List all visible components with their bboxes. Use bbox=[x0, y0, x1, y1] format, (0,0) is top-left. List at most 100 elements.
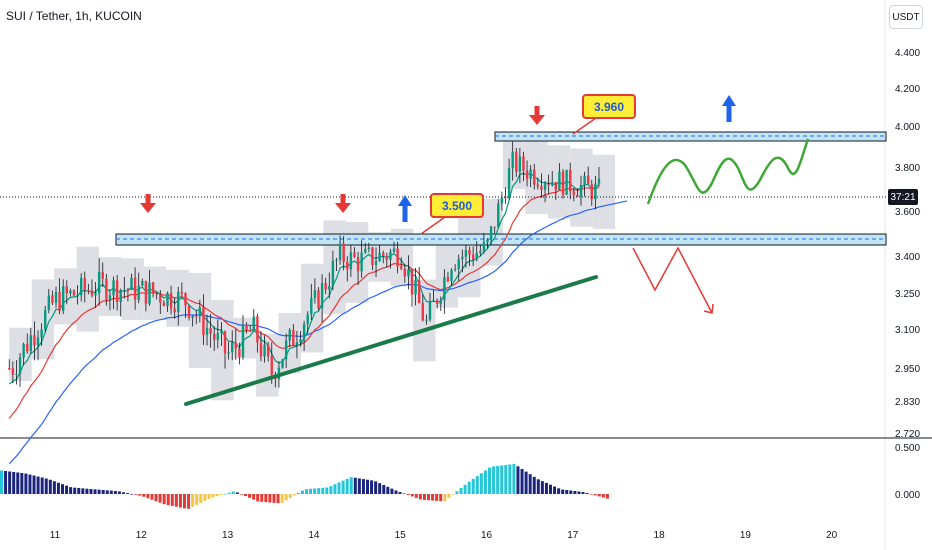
candle-body bbox=[565, 169, 568, 195]
callout-low-pointer bbox=[420, 216, 446, 235]
candle-body bbox=[270, 356, 273, 375]
candle-body bbox=[87, 290, 90, 292]
candle-body bbox=[302, 324, 306, 340]
candle-body bbox=[360, 252, 363, 272]
oscillator-bar bbox=[447, 494, 451, 498]
candle-body bbox=[594, 183, 597, 200]
oscillator-bar bbox=[239, 494, 243, 495]
candle-body bbox=[227, 352, 230, 354]
oscillator-bar bbox=[573, 491, 577, 494]
candle-body bbox=[561, 171, 565, 195]
candle-body bbox=[72, 290, 76, 296]
oscillator-bar bbox=[398, 492, 402, 494]
oscillator-bar bbox=[374, 481, 378, 494]
candle-body bbox=[130, 277, 133, 290]
candle-body bbox=[115, 280, 119, 303]
oscillator-bar bbox=[122, 492, 125, 494]
candle-body bbox=[141, 280, 144, 286]
oscillator-axis: 0.500 0.000 bbox=[895, 443, 920, 501]
candle-body bbox=[374, 261, 378, 266]
price-tick-label: 3.100 bbox=[895, 325, 920, 336]
candle-body bbox=[15, 373, 18, 375]
candle-body bbox=[295, 342, 299, 346]
oscillator-bar bbox=[126, 493, 130, 494]
oscillator-bar bbox=[496, 465, 500, 494]
time-axis[interactable]: 11 12 13 14 15 16 17 18 19 20 bbox=[50, 530, 838, 541]
candle-body bbox=[281, 359, 284, 368]
oscillator-bar bbox=[199, 494, 203, 503]
oscillator-bar bbox=[394, 490, 398, 494]
candle-body bbox=[525, 170, 529, 179]
oscillator-bar bbox=[382, 485, 386, 494]
ascending-trendline[interactable] bbox=[184, 275, 598, 406]
down-arrow-icon bbox=[335, 194, 351, 213]
oscillator-bar bbox=[146, 494, 150, 499]
candle-body bbox=[18, 357, 22, 374]
oscillator-bar bbox=[215, 494, 219, 497]
time-tick-label: 13 bbox=[222, 530, 234, 541]
currency-button[interactable]: USDT bbox=[889, 5, 923, 29]
candle-body bbox=[162, 302, 166, 307]
oscillator-bar bbox=[138, 494, 142, 496]
candle-body bbox=[579, 185, 583, 197]
candle-body bbox=[259, 342, 263, 357]
candle-body bbox=[533, 169, 536, 185]
oscillator-bar bbox=[463, 484, 467, 494]
candle-body bbox=[529, 169, 532, 179]
oscillator-bar bbox=[154, 494, 158, 502]
oscillator-bar bbox=[113, 490, 117, 494]
oscillator-bar bbox=[260, 494, 264, 502]
candle-body bbox=[97, 271, 101, 294]
price-tick-label: 4.200 bbox=[895, 84, 920, 95]
oscillator-bar bbox=[166, 494, 170, 506]
candle-body bbox=[349, 252, 353, 270]
oscillator-bar bbox=[459, 488, 463, 494]
candle-body bbox=[389, 251, 392, 260]
oscillator-bar bbox=[231, 491, 235, 494]
oscillator-bar bbox=[191, 494, 195, 507]
oscillator-bar bbox=[117, 491, 121, 494]
candle-body bbox=[515, 151, 518, 172]
candle-body bbox=[263, 344, 266, 357]
oscillator-bar bbox=[203, 494, 207, 501]
candle-body bbox=[198, 307, 202, 317]
candle-body bbox=[184, 293, 187, 306]
bearish-projection-path[interactable] bbox=[632, 246, 714, 314]
price-axis[interactable]: 4.400 4.200 4.000 3.800 3.600 3.400 3.250 3.100… bbox=[895, 48, 920, 440]
candle-body bbox=[61, 286, 65, 311]
candle-body bbox=[400, 266, 403, 269]
candle-body bbox=[112, 280, 115, 296]
candle-body bbox=[299, 339, 302, 343]
time-tick-label: 19 bbox=[740, 530, 752, 541]
candle-body bbox=[151, 282, 155, 294]
oscillator-bar bbox=[296, 492, 300, 494]
cloud-layer bbox=[9, 138, 616, 401]
oscillator-tick-label: 0.000 bbox=[895, 490, 920, 501]
candle-body bbox=[371, 247, 374, 266]
candle-body bbox=[346, 261, 349, 270]
candle-body bbox=[558, 171, 561, 190]
oscillator-bar bbox=[268, 494, 272, 503]
candle-body bbox=[191, 315, 194, 318]
oscillator-bar bbox=[130, 493, 134, 495]
candle-body bbox=[410, 269, 414, 295]
cloud-block bbox=[435, 237, 459, 308]
candle-body bbox=[195, 315, 198, 317]
candle-body bbox=[382, 252, 385, 257]
oscillator-bar bbox=[101, 489, 105, 494]
bullish-projection-wave[interactable] bbox=[646, 138, 810, 205]
oscillator-bar bbox=[467, 481, 471, 494]
oscillator-bar bbox=[410, 494, 414, 497]
price-tick-label: 3.600 bbox=[895, 207, 920, 218]
oscillator-bar bbox=[44, 478, 48, 494]
oscillator-bar bbox=[451, 494, 455, 495]
oscillator-bar bbox=[252, 494, 256, 500]
oscillator-bar bbox=[483, 470, 487, 494]
oscillator-bar bbox=[345, 478, 349, 494]
oscillator-bar bbox=[52, 481, 56, 494]
oscillator-bar bbox=[89, 488, 93, 494]
candle-body bbox=[266, 344, 270, 357]
candle-body bbox=[187, 305, 191, 318]
oscillator-bar bbox=[536, 479, 540, 494]
